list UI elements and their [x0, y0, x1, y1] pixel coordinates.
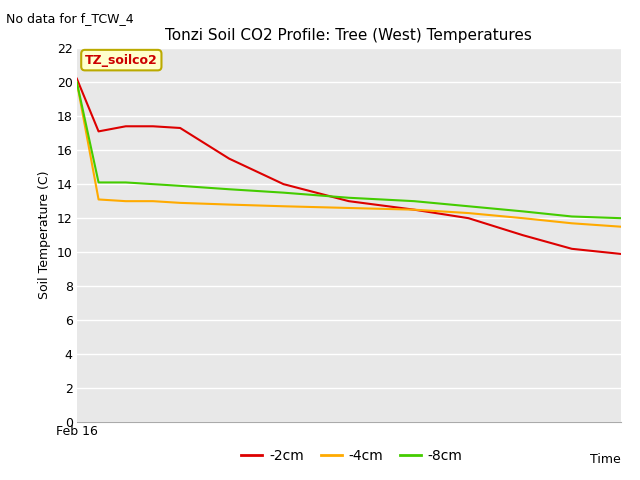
-8cm	[122, 180, 129, 185]
Line: -2cm: -2cm	[77, 79, 621, 254]
Text: No data for f_TCW_4: No data for f_TCW_4	[6, 12, 134, 25]
-2cm	[73, 76, 81, 82]
-2cm	[465, 216, 472, 221]
-4cm	[149, 198, 157, 204]
-8cm	[225, 186, 233, 192]
-8cm	[149, 181, 157, 187]
-4cm	[410, 207, 418, 213]
-8cm	[73, 79, 81, 85]
-4cm	[465, 210, 472, 216]
-4cm	[73, 79, 81, 85]
Y-axis label: Soil Temperature (C): Soil Temperature (C)	[38, 171, 51, 300]
-2cm	[225, 156, 233, 161]
-4cm	[519, 216, 527, 221]
Line: -4cm: -4cm	[77, 82, 621, 227]
-8cm	[177, 183, 184, 189]
Line: -8cm: -8cm	[77, 82, 621, 218]
-8cm	[345, 195, 353, 201]
-8cm	[465, 204, 472, 209]
-8cm	[410, 198, 418, 204]
Text: TZ_soilco2: TZ_soilco2	[85, 54, 157, 67]
-4cm	[122, 198, 129, 204]
Text: Time: Time	[590, 453, 621, 466]
-2cm	[345, 198, 353, 204]
-8cm	[617, 216, 625, 221]
-8cm	[95, 180, 102, 185]
-8cm	[568, 214, 576, 219]
-2cm	[95, 129, 102, 134]
-2cm	[280, 181, 287, 187]
-2cm	[568, 246, 576, 252]
-2cm	[519, 232, 527, 238]
-4cm	[177, 200, 184, 206]
-4cm	[568, 220, 576, 226]
-4cm	[617, 224, 625, 229]
-4cm	[95, 197, 102, 203]
-4cm	[280, 204, 287, 209]
-2cm	[617, 251, 625, 257]
-4cm	[225, 202, 233, 207]
-4cm	[345, 205, 353, 211]
Title: Tonzi Soil CO2 Profile: Tree (West) Temperatures: Tonzi Soil CO2 Profile: Tree (West) Temp…	[165, 28, 532, 43]
-2cm	[410, 207, 418, 213]
Legend: -2cm, -4cm, -8cm: -2cm, -4cm, -8cm	[236, 443, 468, 468]
-2cm	[177, 125, 184, 131]
-2cm	[122, 123, 129, 129]
-8cm	[519, 208, 527, 214]
-2cm	[149, 123, 157, 129]
-8cm	[280, 190, 287, 195]
